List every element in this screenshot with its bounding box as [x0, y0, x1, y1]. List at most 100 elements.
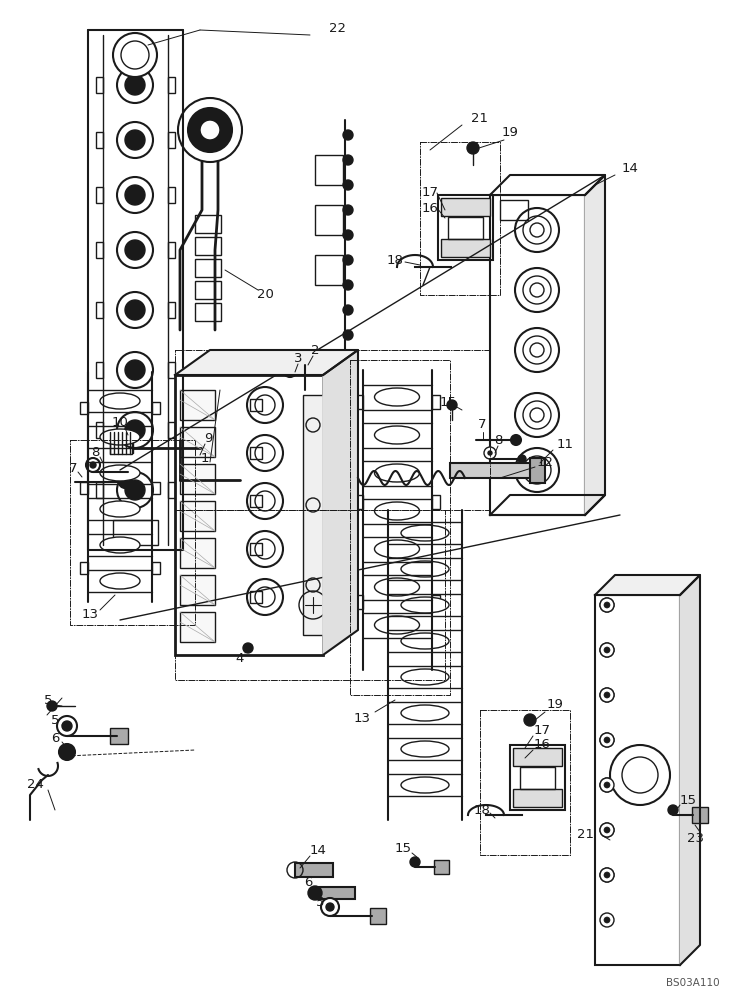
Circle shape	[47, 701, 57, 711]
Text: 12: 12	[537, 456, 553, 468]
Ellipse shape	[401, 669, 449, 685]
Circle shape	[117, 122, 153, 158]
Circle shape	[604, 872, 610, 878]
Circle shape	[321, 898, 339, 916]
Circle shape	[604, 692, 610, 698]
Ellipse shape	[375, 540, 419, 558]
Bar	[432, 595, 440, 609]
Ellipse shape	[375, 464, 419, 482]
Ellipse shape	[100, 501, 140, 517]
Ellipse shape	[375, 616, 419, 634]
Bar	[448, 217, 483, 239]
Circle shape	[86, 458, 100, 472]
Circle shape	[247, 387, 283, 423]
Bar	[96, 362, 103, 378]
Bar	[692, 807, 708, 823]
Circle shape	[247, 579, 283, 615]
Ellipse shape	[401, 597, 449, 613]
Text: 15: 15	[395, 842, 411, 854]
Bar	[152, 402, 160, 414]
Circle shape	[113, 33, 157, 77]
Bar	[530, 458, 545, 483]
Circle shape	[604, 602, 610, 608]
Bar	[96, 187, 103, 203]
Circle shape	[600, 778, 614, 792]
Text: 7: 7	[69, 462, 78, 475]
Text: 22: 22	[329, 21, 346, 34]
Circle shape	[604, 827, 610, 833]
Text: 9: 9	[203, 432, 212, 444]
Circle shape	[600, 868, 614, 882]
Circle shape	[119, 476, 131, 488]
Circle shape	[604, 827, 610, 833]
Text: 5: 5	[315, 896, 324, 910]
Text: 10: 10	[111, 416, 128, 428]
Bar	[295, 863, 333, 877]
Bar	[510, 745, 565, 810]
Polygon shape	[595, 575, 700, 595]
Circle shape	[600, 868, 614, 882]
Text: 14: 14	[310, 844, 326, 856]
Bar	[96, 77, 103, 93]
Text: 5: 5	[51, 714, 59, 726]
Circle shape	[604, 737, 610, 743]
Circle shape	[600, 823, 614, 837]
Text: 17: 17	[534, 724, 550, 736]
Circle shape	[125, 467, 135, 477]
Polygon shape	[490, 175, 605, 195]
Bar	[250, 447, 262, 459]
Circle shape	[125, 360, 145, 380]
Circle shape	[600, 598, 614, 612]
Text: 24: 24	[26, 778, 43, 792]
Circle shape	[125, 130, 145, 150]
Text: BS03A110: BS03A110	[666, 978, 720, 988]
Bar	[195, 281, 221, 299]
Circle shape	[524, 714, 536, 726]
Bar	[355, 595, 363, 609]
Bar	[500, 200, 528, 220]
Circle shape	[247, 435, 283, 471]
Circle shape	[247, 483, 283, 519]
Ellipse shape	[401, 741, 449, 757]
Circle shape	[90, 462, 96, 468]
Bar	[490, 195, 585, 515]
Circle shape	[447, 400, 457, 410]
Ellipse shape	[100, 465, 140, 481]
Ellipse shape	[401, 525, 449, 541]
Bar	[80, 482, 88, 494]
Circle shape	[117, 472, 153, 508]
Circle shape	[515, 328, 559, 372]
Circle shape	[247, 531, 283, 567]
Circle shape	[604, 782, 610, 788]
Bar	[96, 422, 103, 438]
Text: 5: 5	[44, 694, 52, 706]
Ellipse shape	[100, 429, 140, 445]
Bar	[250, 591, 262, 603]
Text: 16: 16	[534, 738, 550, 752]
Circle shape	[125, 480, 145, 500]
Bar	[195, 215, 221, 233]
Circle shape	[343, 155, 353, 165]
Circle shape	[600, 688, 614, 702]
Ellipse shape	[375, 426, 419, 444]
Circle shape	[343, 230, 353, 240]
Circle shape	[515, 448, 559, 492]
Bar	[432, 395, 440, 409]
Bar	[180, 612, 215, 642]
Polygon shape	[175, 350, 358, 375]
Circle shape	[343, 205, 353, 215]
Circle shape	[467, 142, 479, 154]
Bar	[96, 482, 103, 498]
Circle shape	[243, 643, 253, 653]
Polygon shape	[585, 175, 605, 515]
Circle shape	[604, 647, 610, 653]
Bar	[355, 495, 363, 509]
Bar	[113, 520, 158, 545]
Circle shape	[62, 721, 72, 731]
Bar	[438, 195, 493, 260]
Circle shape	[326, 903, 334, 911]
Text: 2: 2	[311, 344, 319, 357]
Ellipse shape	[375, 578, 419, 596]
Circle shape	[600, 643, 614, 657]
Bar	[513, 748, 562, 766]
